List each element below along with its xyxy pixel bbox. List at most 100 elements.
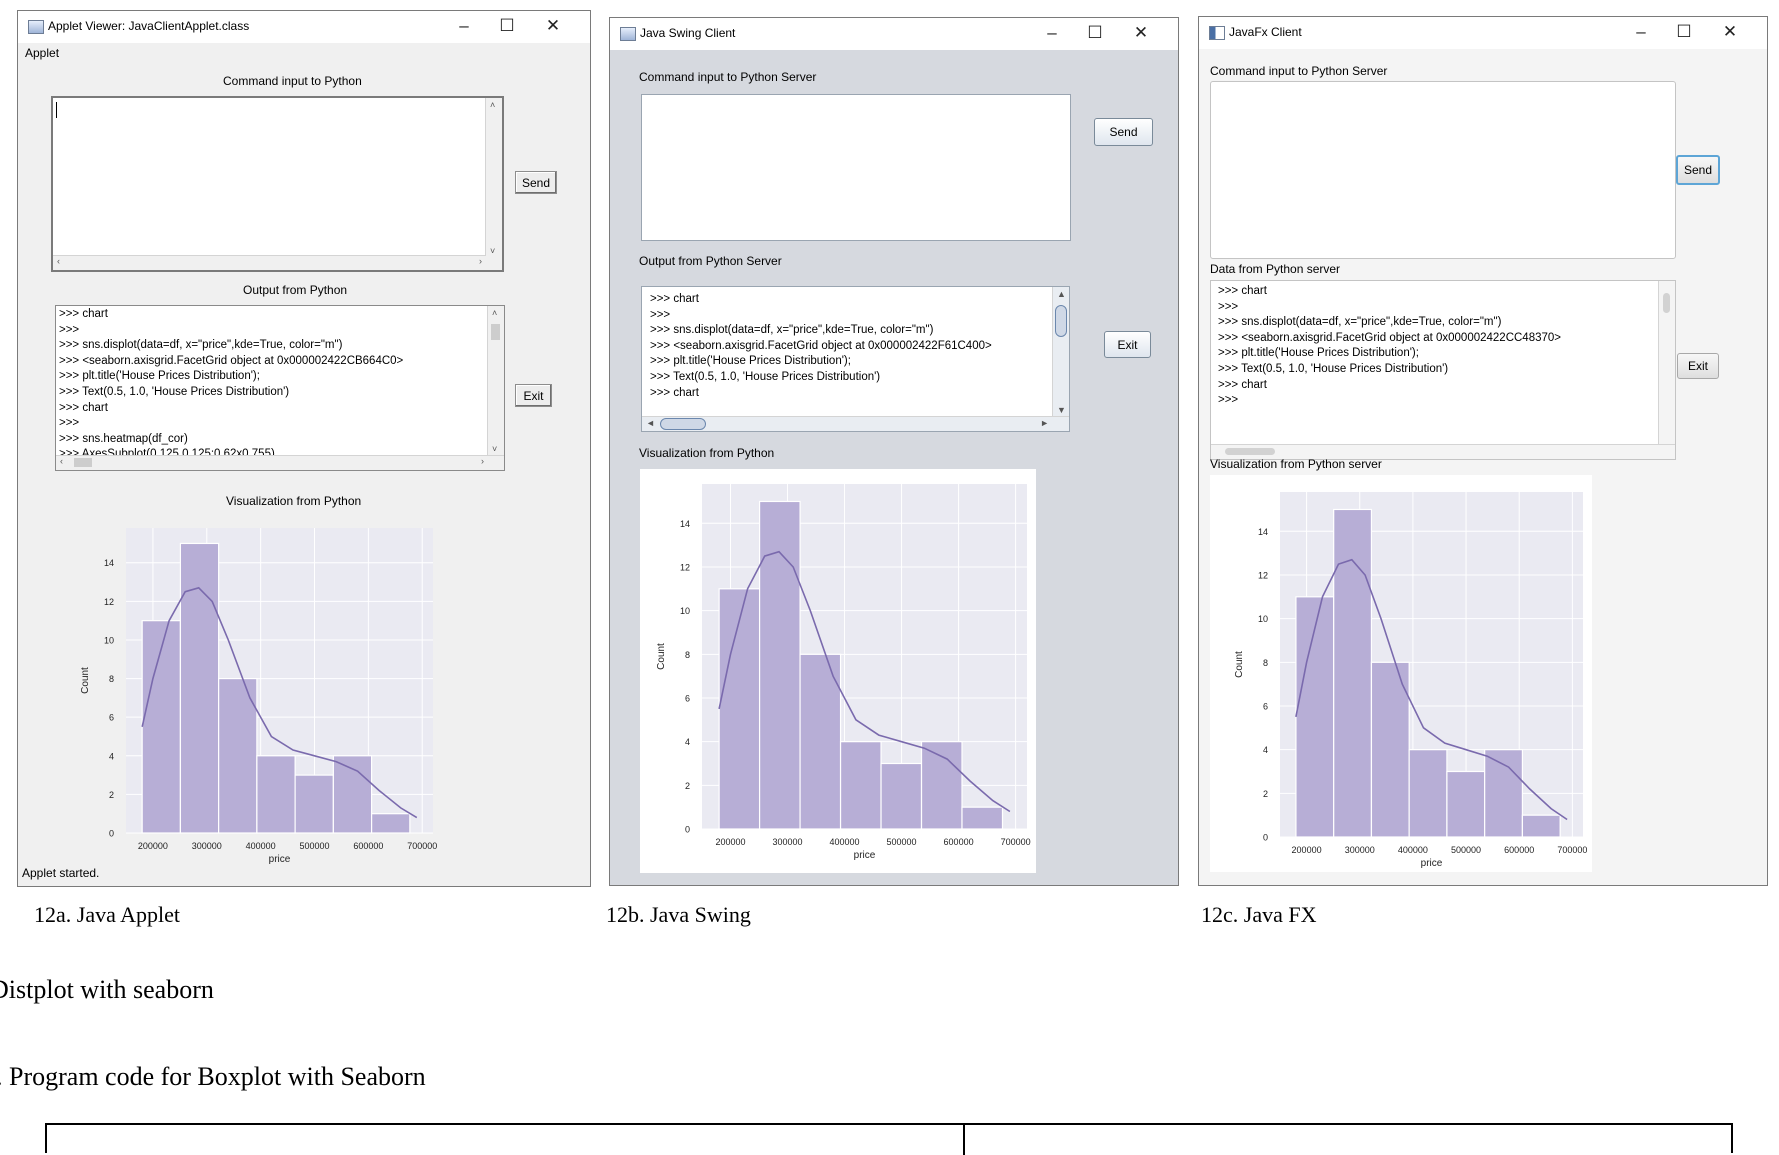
histogram-bar — [294, 774, 334, 834]
y-tick-label: 14 — [680, 519, 690, 529]
caption-swing: 12b. Java Swing — [606, 902, 751, 927]
applet-command-input[interactable]: ˄ ˅ ‹ › — [51, 96, 504, 272]
javafx-window: JavaFx Client – ☐ ✕ Command input to Pyt… — [1198, 16, 1768, 886]
java-cup-icon — [28, 20, 44, 34]
javafx-send-button[interactable]: Send — [1676, 155, 1720, 185]
y-tick-label: 2 — [685, 781, 690, 791]
output-line: >>> chart — [1218, 285, 1267, 297]
maximize-icon[interactable]: ☐ — [499, 16, 515, 35]
x-tick-label: 700000 — [1001, 837, 1031, 847]
x-axis-label: price — [854, 850, 876, 861]
swing-output-label: Output from Python Server — [639, 254, 782, 268]
section-heading: . Program code for Boxplot with Seaborn — [0, 1062, 426, 1091]
histogram-bar — [880, 762, 923, 830]
javafx-chart: 0 2 4 6 8 10 12 14 200000 300000 400000 500000 60000… — [1210, 475, 1592, 872]
kde-line — [1295, 558, 1568, 821]
histogram-bar — [1333, 508, 1373, 838]
minimize-icon[interactable]: – — [1047, 23, 1057, 42]
output-line: >>> — [59, 323, 80, 336]
y-tick-label: 2 — [1263, 789, 1268, 799]
output-line: >>> plt.title('House Prices Distribution… — [59, 370, 260, 383]
applet-menu[interactable]: Applet — [25, 46, 60, 60]
swing-send-button[interactable]: Send — [1094, 118, 1153, 146]
output-line: >>> chart — [650, 386, 699, 399]
javafx-output-lines: >>> chart >>> >>> sns.displot(data=df, x="… — [1218, 284, 1657, 409]
histogram-bar — [1370, 661, 1410, 838]
horizontal-scrollbar[interactable] — [1211, 444, 1675, 459]
y-tick-label: 14 — [104, 558, 114, 568]
applet-exit-button[interactable]: Exit — [515, 384, 552, 407]
javafx-exit-button[interactable]: Exit — [1677, 353, 1719, 379]
y-tick-label: 8 — [685, 650, 690, 660]
swing-output-area[interactable]: >>> chart >>> >>> sns.displot(data=df, x="… — [641, 286, 1070, 432]
histogram-bar — [961, 806, 1004, 830]
javafx-command-input[interactable] — [1210, 81, 1676, 259]
output-line: >>> — [59, 417, 80, 430]
output-line: >>> sns.displot(data=df, x="price",kde=T… — [1218, 316, 1502, 329]
javafx-output-area[interactable]: >>> chart >>> >>> sns.displot(data=df, x="… — [1210, 280, 1676, 460]
y-tick-label: 8 — [109, 674, 114, 684]
x-tick-label: 400000 — [1398, 845, 1428, 855]
output-line: >>> sns.displot(data=df, x="price",kde=T… — [59, 339, 343, 352]
applet-title-bar: Applet Viewer: JavaClientApplet.class – … — [18, 11, 590, 43]
close-icon[interactable]: ✕ — [545, 16, 561, 35]
histogram-bar — [1446, 770, 1486, 838]
horizontal-scrollbar[interactable]: ‹ › — [53, 255, 486, 270]
horizontal-scrollbar[interactable]: ‹ › — [56, 455, 504, 470]
histogram-bar — [141, 620, 181, 834]
vertical-scrollbar[interactable]: ˄ ˅ — [487, 306, 504, 456]
histogram-bar — [799, 653, 842, 830]
x-tick-label: 200000 — [715, 837, 745, 847]
vertical-scrollbar[interactable] — [1658, 281, 1675, 445]
output-line: >>> — [1218, 394, 1239, 407]
x-axis-label: price — [1421, 858, 1443, 869]
y-tick-label: 10 — [1258, 614, 1268, 624]
histogram-bar — [256, 755, 296, 834]
fx-window-icon — [1209, 26, 1225, 40]
maximize-icon[interactable]: ☐ — [1087, 23, 1103, 42]
x-tick-label: 200000 — [138, 841, 168, 851]
swing-histogram: 0 2 4 6 8 10 12 14 200000 300000 400000 500000 60000… — [656, 484, 1031, 861]
maximize-icon[interactable]: ☐ — [1676, 22, 1692, 41]
swing-window: Java Swing Client – ☐ ✕ Command input to… — [609, 17, 1179, 886]
swing-command-input[interactable] — [641, 94, 1071, 241]
java-cup-icon — [620, 27, 636, 41]
x-tick-label: 300000 — [1345, 845, 1375, 855]
close-icon[interactable]: ✕ — [1133, 23, 1149, 42]
applet-visualization-label: Visualization from Python — [226, 494, 362, 508]
applet-output-area[interactable]: >>> chart >>> >>> sns.displot(data=df, x="… — [55, 305, 505, 471]
applet-command-label: Command input to Python — [223, 74, 362, 88]
applet-output-label: Output from Python — [243, 283, 348, 297]
output-line: >>> chart — [1218, 378, 1267, 391]
y-tick-label: 8 — [1263, 658, 1268, 668]
swing-chart: 0 2 4 6 8 10 12 14 200000 300000 400000 500000 60000… — [640, 469, 1036, 873]
histogram-bar — [371, 813, 411, 834]
y-tick-label: 12 — [1258, 570, 1268, 580]
y-tick-label: 6 — [1263, 701, 1268, 711]
text-cursor — [56, 102, 57, 118]
vertical-scrollbar[interactable]: ˄ ˅ — [485, 98, 502, 270]
y-axis-label: Count — [656, 643, 667, 670]
histogram-bar — [1408, 749, 1448, 838]
javafx-command-label: Command input to Python Server — [1210, 64, 1388, 78]
swing-output-lines: >>> chart >>> >>> sns.displot(data=df, x="… — [650, 292, 1051, 401]
minimize-icon[interactable]: – — [1636, 22, 1646, 41]
applet-window: Applet Viewer: JavaClientApplet.class – … — [17, 10, 591, 887]
javafx-histogram: 0 2 4 6 8 10 12 14 200000 300000 400000 500000 60000… — [1234, 492, 1587, 869]
output-line: >>> chart — [59, 401, 108, 414]
x-tick-label: 400000 — [830, 837, 860, 847]
swing-exit-button[interactable]: Exit — [1104, 331, 1151, 358]
swing-visualization-label: Visualization from Python — [639, 446, 775, 460]
close-icon[interactable]: ✕ — [1722, 22, 1738, 41]
x-tick-label: 600000 — [353, 841, 383, 851]
x-tick-label: 500000 — [887, 837, 917, 847]
horizontal-scrollbar[interactable]: ◄ ► — [642, 416, 1069, 431]
applet-send-button[interactable]: Send — [515, 171, 557, 194]
x-tick-label: 400000 — [246, 841, 276, 851]
y-tick-label: 0 — [109, 829, 114, 839]
javafx-title-bar: JavaFx Client – ☐ ✕ — [1199, 17, 1767, 49]
histogram-bar — [179, 542, 220, 834]
output-line: >>> <seaborn.axisgrid.FacetGrid object a… — [1218, 331, 1561, 344]
vertical-scrollbar[interactable]: ▲ ▼ — [1052, 287, 1069, 417]
minimize-icon[interactable]: – — [459, 16, 469, 35]
